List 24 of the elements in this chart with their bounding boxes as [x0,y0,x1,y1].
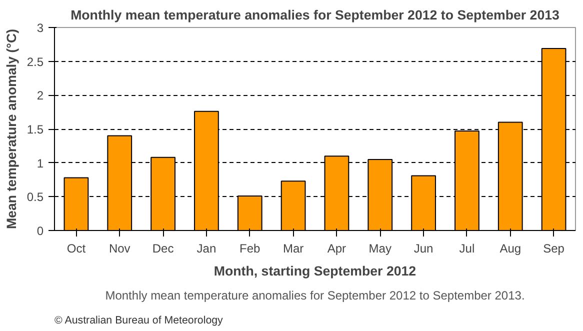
x-tick-label: Jul [459,242,475,256]
x-tick-label: Feb [240,242,261,256]
y-tick-label: 2 [36,88,44,103]
x-tick-label: Jan [196,242,216,256]
x-axis-title: Month, starting September 2012 [214,264,416,278]
text: Monthly mean temperature anomalies for September 2012 to September 2013. [105,288,525,302]
x-tick-label: Aug [500,242,522,256]
y-axis-title: Mean temperature anomaly (°C) [4,28,19,230]
x-tick-label: Jun [414,242,434,256]
text: © Australian Bureau of Meteorology [54,314,224,326]
x-tick-label: Dec [152,242,174,256]
y-tick-label: 2.5 [26,54,44,69]
y-tick-label: 0.5 [26,190,44,204]
y-tick-label: 0 [36,224,44,238]
x-tick-label: Sep [543,242,565,256]
y-tick-label: 1 [36,156,44,170]
x-tick-label: Apr [327,242,346,256]
y-tick-label: 3 [36,21,44,35]
x-tick-label: Nov [108,242,130,256]
y-tick-label: 1.5 [26,122,44,136]
chart-title: Monthly mean temperature anomalies for September 2012 to September 2013 [70,8,560,22]
x-tick-label: May [368,242,392,256]
x-tick-label: Mar [282,242,304,256]
x-tick-label: Oct [66,242,86,256]
